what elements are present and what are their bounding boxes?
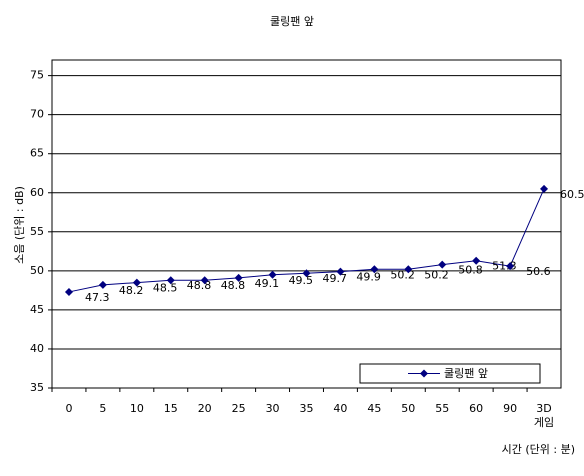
x-tick-label: 15 — [163, 402, 178, 415]
x-tick-label: 5 — [99, 402, 107, 415]
legend-label: 쿨링팬 앞 — [444, 367, 488, 380]
point-marker — [166, 276, 175, 285]
y-tick-label: 60 — [30, 186, 44, 199]
point-marker — [132, 278, 141, 287]
point-marker — [336, 267, 345, 276]
x-tick-label: 60 — [469, 402, 484, 415]
point-marker — [98, 280, 107, 289]
x-tick-label: 3D 게임 — [533, 402, 555, 429]
data-label: 49.1 — [255, 277, 280, 290]
data-label: 47.3 — [85, 291, 110, 304]
data-label: 60.5 — [560, 188, 584, 201]
data-label: 49.7 — [323, 272, 348, 285]
x-tick-label: 20 — [197, 402, 212, 415]
x-tick-label: 25 — [231, 402, 246, 415]
data-label: 49.9 — [356, 271, 381, 284]
data-label: 48.2 — [119, 284, 143, 297]
y-tick-label: 65 — [30, 147, 44, 160]
x-tick-label: 55 — [435, 402, 450, 415]
point-marker — [540, 184, 549, 193]
point-marker — [506, 262, 515, 271]
x-tick-label: 90 — [503, 402, 518, 415]
data-label: 48.8 — [221, 279, 246, 292]
plot-frame — [51, 59, 562, 389]
y-tick-label: 70 — [30, 108, 44, 121]
data-label: 49.5 — [289, 274, 314, 287]
x-tick-label: 10 — [129, 402, 144, 415]
point-marker — [438, 260, 447, 269]
x-tick-label: 45 — [367, 402, 382, 415]
x-axis-title: 시간 (단위 : 분) — [502, 443, 575, 456]
y-tick-label: 35 — [30, 381, 44, 394]
legend-marker — [420, 369, 428, 378]
point-marker — [302, 269, 311, 278]
y-tick-label: 45 — [30, 303, 44, 316]
point-marker — [472, 256, 481, 265]
point-marker — [370, 265, 379, 274]
point-marker — [404, 265, 413, 274]
y-tick-label: 40 — [30, 342, 44, 355]
point-marker — [200, 276, 209, 285]
data-label: 48.5 — [153, 282, 178, 295]
x-tick-label: 35 — [299, 402, 314, 415]
data-label: 50.2 — [424, 268, 449, 281]
y-tick-label: 75 — [30, 69, 44, 82]
chart-title: 쿨링팬 앞 — [270, 15, 314, 28]
data-label: 50.6 — [526, 265, 551, 278]
data-label: 50.8 — [458, 264, 483, 277]
point-marker — [234, 273, 243, 282]
legend-box — [359, 363, 541, 384]
y-tick-label: 50 — [30, 264, 44, 277]
x-tick-label: 40 — [333, 402, 348, 415]
x-tick-label: 50 — [401, 402, 416, 415]
point-marker — [268, 270, 277, 279]
point-marker — [64, 287, 73, 296]
x-tick-label: 30 — [265, 402, 280, 415]
y-tick-label: 55 — [30, 225, 44, 238]
y-axis-title: 소음 (단위 : dB) — [13, 186, 26, 264]
x-tick-label: 0 — [65, 402, 73, 415]
